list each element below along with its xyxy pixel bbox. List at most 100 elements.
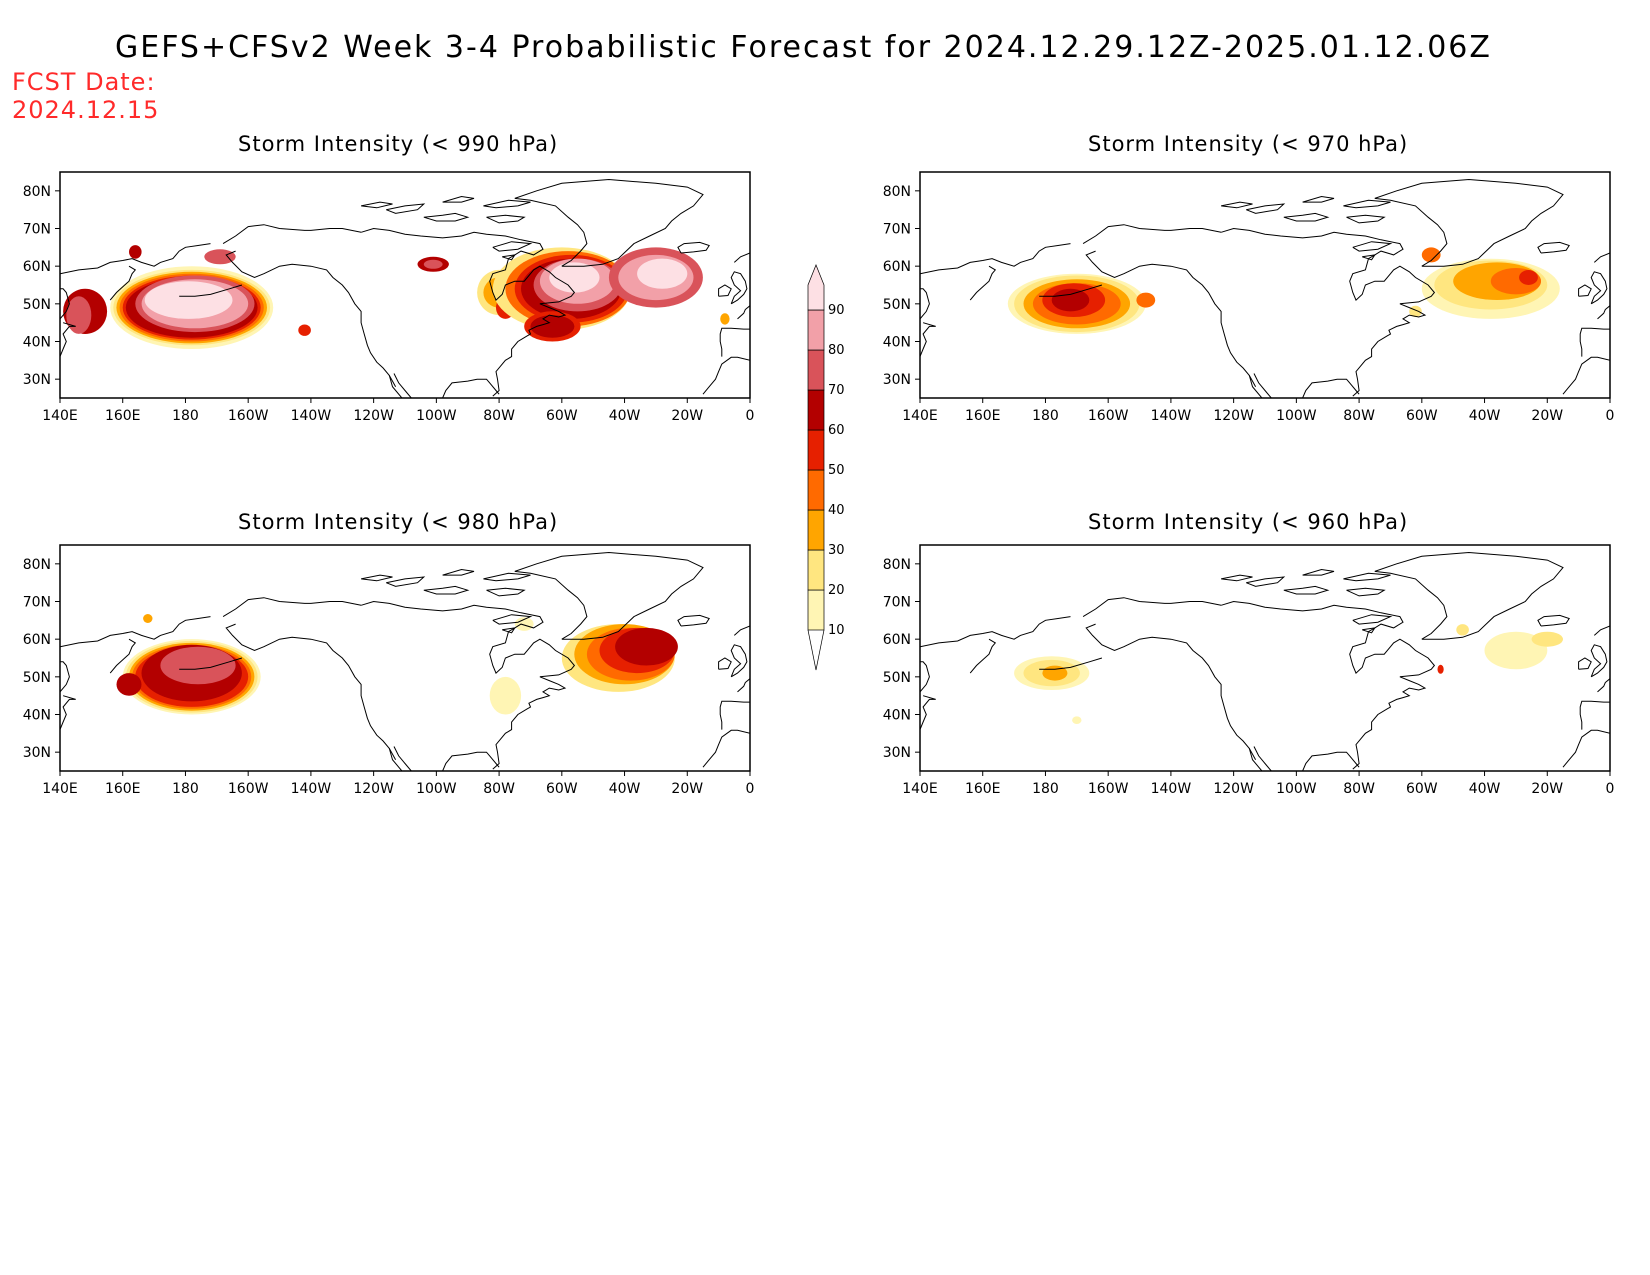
coastline-15 (1578, 657, 1592, 670)
lon-tick-label: 160E (105, 781, 141, 797)
coastline-2 (969, 638, 997, 674)
lon-tick-label: 20W (1531, 408, 1563, 424)
coastline-8 (388, 375, 403, 398)
lat-tick-label: 50N (883, 297, 911, 313)
coastline-21 (1246, 203, 1286, 214)
lon-tick-label: 100W (1276, 408, 1317, 424)
probability-contour-15 (615, 627, 678, 666)
lon-tick-label: 100W (416, 408, 457, 424)
forecast-date-value: 2024.12.15 (12, 96, 160, 124)
coastline-5 (222, 224, 362, 245)
coastline-11 (360, 227, 576, 397)
colorbar-label: 20 (828, 583, 845, 598)
coastline-5 (1082, 597, 1222, 618)
coastline-27 (502, 627, 516, 634)
panel-title-990: Storm Intensity (< 990 hPa) (238, 132, 559, 156)
probability-contour-8 (116, 673, 142, 696)
probability-contour-5 (1484, 631, 1548, 670)
colorbar-label: 70 (828, 383, 845, 398)
coastline-2 (109, 265, 137, 301)
colorbar-label: 50 (828, 463, 845, 478)
lat-tick-label: 40N (23, 708, 51, 724)
lon-tick-label: 80W (483, 781, 515, 797)
coastline-19 (1593, 625, 1610, 636)
probability-contour-7 (160, 646, 236, 685)
coastline-3 (920, 661, 930, 693)
probability-contour-32 (720, 313, 730, 325)
panel-title-980: Storm Intensity (< 980 hPa) (238, 510, 559, 534)
map-panel-970: 140E 160E 180 160W 140W 120W 100W 80W 60W 40W 20W 0… (883, 171, 1614, 424)
coastline-19 (1593, 252, 1610, 263)
probability-contour-6 (1051, 288, 1090, 312)
coastline-3 (920, 288, 930, 320)
lon-tick-label: 20W (671, 408, 703, 424)
lat-tick-label: 60N (883, 259, 911, 275)
coastline-9 (1253, 746, 1272, 771)
coastline-17 (737, 678, 750, 693)
lon-tick-label: 180 (1032, 408, 1059, 424)
lon-tick-label: 160W (1088, 408, 1129, 424)
lat-tick-label: 60N (883, 632, 911, 648)
coastline-9 (393, 746, 412, 771)
lon-tick-label: 160E (105, 408, 141, 424)
coastline-21 (1246, 576, 1286, 587)
probability-contour-6 (1531, 631, 1563, 647)
coastline-3 (60, 661, 70, 693)
probability-contour-12 (129, 245, 142, 259)
coastline-26 (492, 241, 533, 252)
colorbar-swatch (807, 389, 825, 431)
lat-tick-label: 50N (23, 670, 51, 686)
probability-contour-16 (423, 259, 443, 269)
coastline-25 (361, 574, 393, 582)
coastline-16 (1579, 327, 1610, 357)
colorbar-label: 30 (828, 543, 845, 558)
lat-tick-label: 80N (883, 557, 911, 573)
panel-title-970: Storm Intensity (< 970 hPa) (1088, 132, 1409, 156)
lon-tick-label: 60W (1406, 781, 1438, 797)
lon-tick-label: 160W (1088, 781, 1129, 797)
coastline-22 (486, 214, 526, 224)
colorbar-label: 90 (828, 303, 845, 318)
coastline-19 (733, 625, 750, 636)
lon-tick-label: 20W (1531, 781, 1563, 797)
probability-contour-10 (489, 676, 522, 715)
lon-tick-label: 120W (1213, 408, 1254, 424)
coastline-12 (1374, 551, 1564, 640)
lat-tick-label: 30N (23, 745, 51, 761)
coastline-1 (60, 616, 211, 648)
coastline-24 (1302, 195, 1335, 203)
coastline-3 (60, 288, 70, 320)
coastline-18 (1562, 729, 1610, 768)
coastline-27 (502, 254, 516, 261)
coastline-14 (1590, 644, 1608, 678)
coastline-15 (718, 657, 732, 670)
coastline-23 (1343, 572, 1391, 582)
lon-tick-label: 80W (1343, 408, 1375, 424)
coastline-13 (1537, 241, 1570, 254)
coastline-20 (1283, 212, 1330, 222)
lon-tick-label: 40W (609, 781, 641, 797)
coastline-12 (1374, 178, 1564, 267)
colorbar-swatch (807, 509, 825, 551)
lat-tick-label: 80N (883, 184, 911, 200)
coastline-6 (225, 250, 397, 387)
coastline-20 (423, 585, 470, 595)
lon-tick-label: 140E (902, 408, 938, 424)
coastline-20 (1283, 585, 1330, 595)
lon-tick-label: 100W (1276, 781, 1317, 797)
lat-tick-label: 30N (883, 745, 911, 761)
colorbar-swatch (807, 264, 825, 311)
colorbar-label: 60 (828, 423, 845, 438)
coastline-4 (60, 322, 76, 357)
probability-contour-7 (1136, 292, 1156, 308)
coastline-6 (1085, 250, 1257, 387)
lon-tick-label: 60W (546, 781, 578, 797)
coastline-7 (1039, 657, 1103, 670)
coastline-12 (514, 178, 704, 267)
coastline-10 (442, 751, 500, 771)
probability-contour-13 (1421, 247, 1441, 263)
lon-tick-label: 60W (546, 408, 578, 424)
probability-contour-31 (637, 258, 688, 289)
probability-contour-7 (1456, 624, 1469, 636)
coastline-4 (920, 695, 936, 730)
